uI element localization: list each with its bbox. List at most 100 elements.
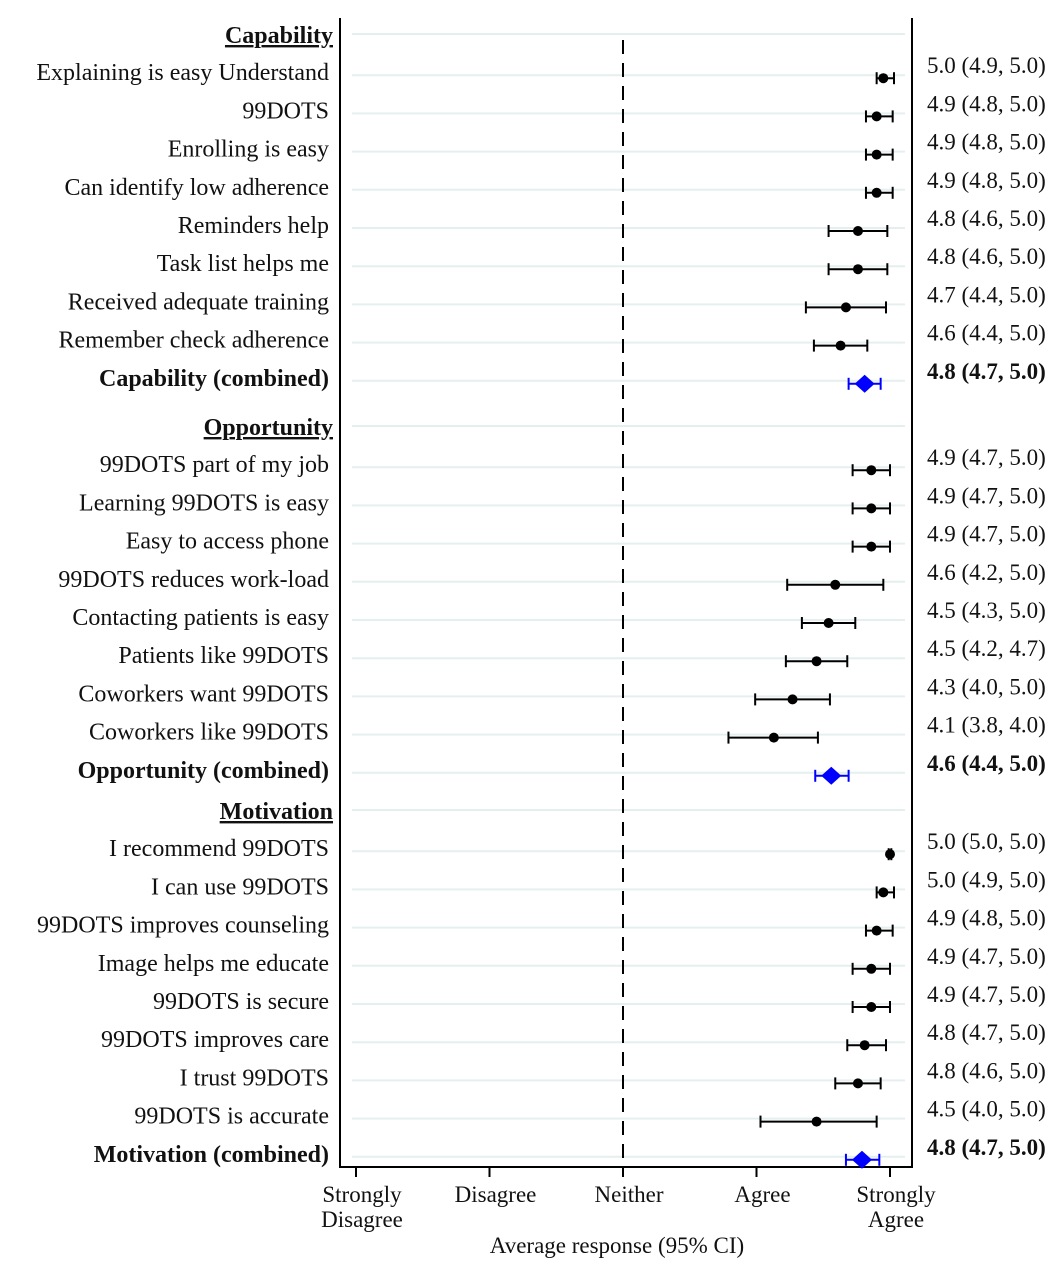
x-tick-label: Agree <box>734 1182 790 1207</box>
item-value-label: 4.7 (4.4, 5.0) <box>927 282 1046 307</box>
mean-point <box>885 849 895 860</box>
item-value-label: 5.0 (5.0, 5.0) <box>927 829 1046 854</box>
mean-point <box>866 465 877 476</box>
plot-frame <box>339 18 913 1168</box>
item-value-label: 4.5 (4.2, 4.7) <box>927 636 1046 661</box>
item-value-label: 4.9 (4.8, 5.0) <box>927 130 1046 155</box>
row-labels: Capability Explaining is easy Understand 9… <box>36 23 333 1168</box>
item-label: Learning 99DOTS is easy <box>79 490 329 516</box>
item-value-label: 4.8 (4.6, 5.0) <box>927 244 1046 269</box>
x-tick-label-line: Agree <box>734 1182 790 1207</box>
item-label: 99DOTS part of my job <box>100 452 329 478</box>
item-label: Explaining is easy Understand <box>36 60 329 86</box>
item-value-label: 4.6 (4.2, 5.0) <box>927 560 1046 585</box>
combined-diamond <box>851 1150 872 1169</box>
x-tick-label-line: Strongly <box>856 1182 936 1207</box>
item-value-label: 4.9 (4.8, 5.0) <box>927 906 1046 931</box>
x-tick-label: Strongly Disagree <box>321 1182 403 1232</box>
combined-value-label: 4.8 (4.7, 5.0) <box>927 1135 1046 1160</box>
item-label: Image helps me educate <box>98 951 329 977</box>
item-value-label: 4.5 (4.3, 5.0) <box>927 598 1046 623</box>
item-value-label: 4.9 (4.8, 5.0) <box>927 91 1046 116</box>
item-value-label: 4.8 (4.7, 5.0) <box>927 1020 1046 1045</box>
combined-label: Opportunity (combined) <box>78 758 329 784</box>
combined-value-label: 4.6 (4.4, 5.0) <box>927 751 1046 776</box>
item-label: Task list helps me <box>157 251 329 277</box>
item-value-label: 4.8 (4.6, 5.0) <box>927 1058 1046 1083</box>
item-label: 99DOTS <box>242 98 329 124</box>
mean-point <box>871 187 882 198</box>
combined-label: Motivation (combined) <box>94 1142 329 1168</box>
item-value-label: 4.6 (4.4, 5.0) <box>927 321 1046 346</box>
item-value-label: 4.9 (4.8, 5.0) <box>927 168 1046 193</box>
x-axis-title: Average response (95% CI) <box>490 1233 744 1258</box>
group-header: Capability <box>225 23 333 49</box>
group-header: Motivation <box>220 799 333 825</box>
mean-point <box>871 925 882 936</box>
item-value-label: 4.9 (4.7, 5.0) <box>927 445 1046 470</box>
item-label: Enrolling is easy <box>168 137 329 163</box>
item-label: 99DOTS improves counseling <box>37 913 329 939</box>
combined-diamond <box>821 766 842 785</box>
mean-point <box>866 503 877 514</box>
item-value-label: 4.9 (4.7, 5.0) <box>927 944 1046 969</box>
mean-point <box>866 541 877 552</box>
mean-point <box>878 73 889 84</box>
item-label: Contacting patients is easy <box>72 605 329 631</box>
item-label: Patients like 99DOTS <box>118 643 329 669</box>
mean-point <box>878 887 889 898</box>
x-tick-label: Strongly Agree <box>856 1182 936 1232</box>
item-label: I trust 99DOTS <box>180 1065 329 1091</box>
mean-point <box>852 226 863 236</box>
combined-label: Capability (combined) <box>99 366 329 392</box>
item-label: Coworkers like 99DOTS <box>89 720 329 746</box>
mean-point <box>823 618 834 628</box>
item-label: 99DOTS reduces work-load <box>58 567 329 593</box>
mean-point <box>768 732 779 743</box>
mean-point <box>866 963 877 974</box>
item-label: Easy to access phone <box>126 529 329 555</box>
combined-value-label: 4.8 (4.7, 5.0) <box>927 359 1046 384</box>
x-tick-label-line: Strongly <box>322 1182 402 1207</box>
mean-point <box>852 264 863 275</box>
x-tick-label: Disagree <box>455 1182 537 1207</box>
item-value-label: 4.3 (4.0, 5.0) <box>927 674 1046 699</box>
data-marks <box>727 72 896 1169</box>
group-header: Opportunity <box>204 415 333 441</box>
item-label: Reminders help <box>178 213 329 239</box>
item-value-label: 5.0 (4.9, 5.0) <box>927 53 1046 78</box>
item-label: Can identify low adherence <box>64 175 329 201</box>
item-value-label: 4.9 (4.7, 5.0) <box>927 483 1046 508</box>
item-value-label: 4.9 (4.7, 5.0) <box>927 982 1046 1007</box>
mean-point <box>811 1116 822 1127</box>
mean-point <box>787 694 798 705</box>
x-tick-label-line: Disagree <box>455 1182 537 1207</box>
x-tick-label-line: Disagree <box>321 1207 403 1232</box>
mean-point <box>811 656 822 667</box>
item-label: Remember check adherence <box>58 328 329 354</box>
combined-diamond <box>854 374 875 393</box>
mean-point <box>866 1002 877 1012</box>
mean-point <box>871 111 882 122</box>
mean-point <box>859 1040 870 1051</box>
item-label: Coworkers want 99DOTS <box>78 681 329 707</box>
item-label: 99DOTS is accurate <box>134 1104 329 1130</box>
item-label: Received adequate training <box>68 289 329 315</box>
mean-point <box>830 579 841 590</box>
item-value-label: 4.1 (3.8, 4.0) <box>927 713 1046 738</box>
mean-point <box>852 1078 863 1089</box>
x-tick-label: Neither <box>595 1182 664 1207</box>
item-value-label: 4.8 (4.6, 5.0) <box>927 206 1046 231</box>
item-label: 99DOTS improves care <box>101 1027 329 1053</box>
item-value-label: 5.0 (4.9, 5.0) <box>927 867 1046 892</box>
mean-point <box>840 302 851 313</box>
mean-point <box>835 340 846 351</box>
grid-lines <box>352 33 905 1158</box>
x-tick-label-line: Agree <box>868 1207 924 1232</box>
item-label: I recommend 99DOTS <box>109 836 329 862</box>
value-labels: 5.0 (4.9, 5.0) 4.9 (4.8, 5.0) 4.9 (4.8, 5.… <box>927 53 1046 1160</box>
item-value-label: 4.5 (4.0, 5.0) <box>927 1097 1046 1122</box>
item-label: 99DOTS is secure <box>153 989 329 1015</box>
